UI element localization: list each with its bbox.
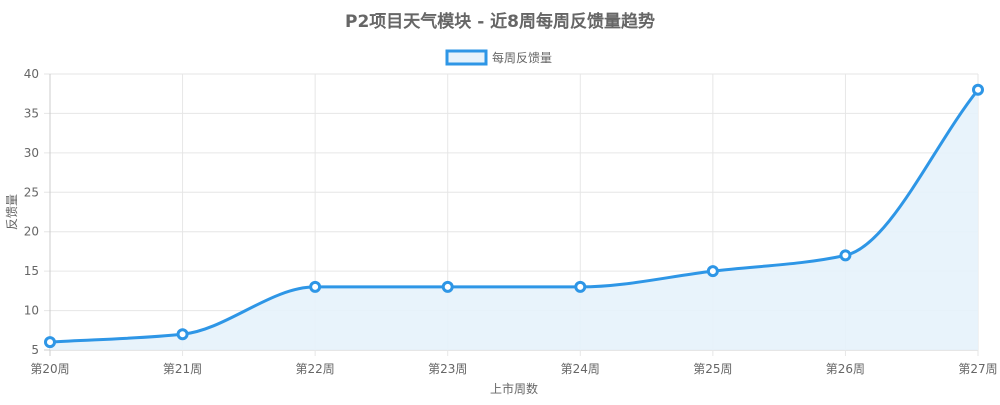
x-tick-label: 第22周 bbox=[296, 362, 335, 376]
data-point-第25周[interactable] bbox=[706, 265, 719, 278]
x-tick-label: 第20周 bbox=[30, 362, 69, 376]
x-tick-label: 第25周 bbox=[693, 362, 732, 376]
y-tick-label: 20 bbox=[24, 225, 39, 239]
y-tick-label: 25 bbox=[24, 185, 39, 199]
y-tick-label: 10 bbox=[24, 304, 39, 318]
y-tick-label: 15 bbox=[24, 264, 39, 278]
series-area-fill bbox=[50, 89, 978, 351]
y-axis-ticks: 5 10 15 20 25 30 35 40 bbox=[24, 67, 39, 357]
chart-title: P2项目天气模块 - 近8周每周反馈量趋势 bbox=[345, 11, 655, 32]
data-point-第20周[interactable] bbox=[44, 336, 56, 349]
y-tick-label: 5 bbox=[31, 343, 39, 357]
data-point-第22周[interactable] bbox=[309, 280, 322, 293]
data-point-第27周[interactable] bbox=[972, 83, 984, 96]
x-tick-label: 第27周 bbox=[958, 362, 997, 376]
x-tick-label: 第24周 bbox=[561, 362, 600, 376]
y-tick-label: 35 bbox=[24, 106, 39, 120]
data-point-第26周[interactable] bbox=[839, 249, 852, 262]
x-axis-title: 上市周数 bbox=[490, 381, 538, 396]
legend[interactable]: 每周反馈量 bbox=[445, 49, 552, 66]
y-axis-title: 反馈量 bbox=[5, 194, 19, 230]
legend-swatch bbox=[445, 49, 488, 66]
legend-label: 每周反馈量 bbox=[492, 50, 552, 65]
x-tick-label: 第23周 bbox=[428, 362, 467, 376]
y-tick-label: 40 bbox=[24, 67, 39, 81]
points-layer bbox=[44, 83, 984, 349]
x-tick-label: 第26周 bbox=[826, 362, 865, 376]
data-point-第24周[interactable] bbox=[574, 280, 587, 293]
y-tick-label: 30 bbox=[24, 146, 39, 160]
data-point-第23周[interactable] bbox=[441, 280, 454, 293]
x-tick-label: 第21周 bbox=[163, 362, 202, 376]
x-axis-ticks: 第20周 第21周 第22周 第23周 第24周 第25周 第26周 第27周 bbox=[30, 362, 997, 376]
data-point-第21周[interactable] bbox=[176, 328, 189, 341]
